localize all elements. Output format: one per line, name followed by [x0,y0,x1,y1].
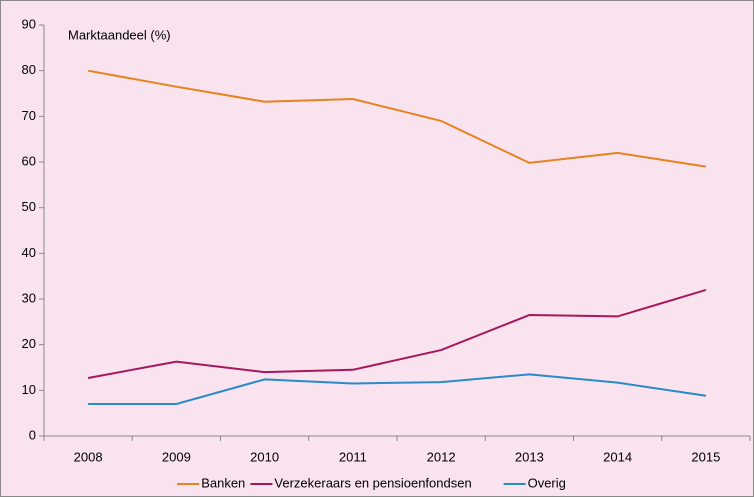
legend-label: Verzekeraars en pensioenfondsen [274,475,471,490]
line-series [87,288,707,379]
y-tick-label: 30 [22,290,36,305]
x-tick-label: 2011 [339,449,367,464]
legend-label: Overig [528,475,566,490]
y-tick-label: 0 [29,427,36,442]
y-tick-label: 90 [22,16,36,31]
y-tick-label: 50 [22,199,36,214]
y-tick-label: 40 [22,245,36,260]
x-tick-label: 2015 [691,449,720,464]
x-tick-label: 2014 [603,449,632,464]
line-series [87,69,707,168]
x-tick-label: 2008 [74,449,103,464]
y-tick-label: 80 [22,62,36,77]
line-series [88,373,707,405]
legend-label: Banken [201,475,245,490]
y-tick-label: 10 [22,382,36,397]
x-tick-label: 2013 [515,449,544,464]
y-axis-annotation: Marktaandeel (%) [68,27,171,42]
x-tick-label: 2010 [250,449,279,464]
y-tick-label: 20 [22,336,36,351]
x-tick-label: 2009 [162,449,191,464]
y-tick-label: 70 [22,108,36,123]
x-tick-label: 2012 [427,449,456,464]
y-tick-label: 60 [22,153,36,168]
